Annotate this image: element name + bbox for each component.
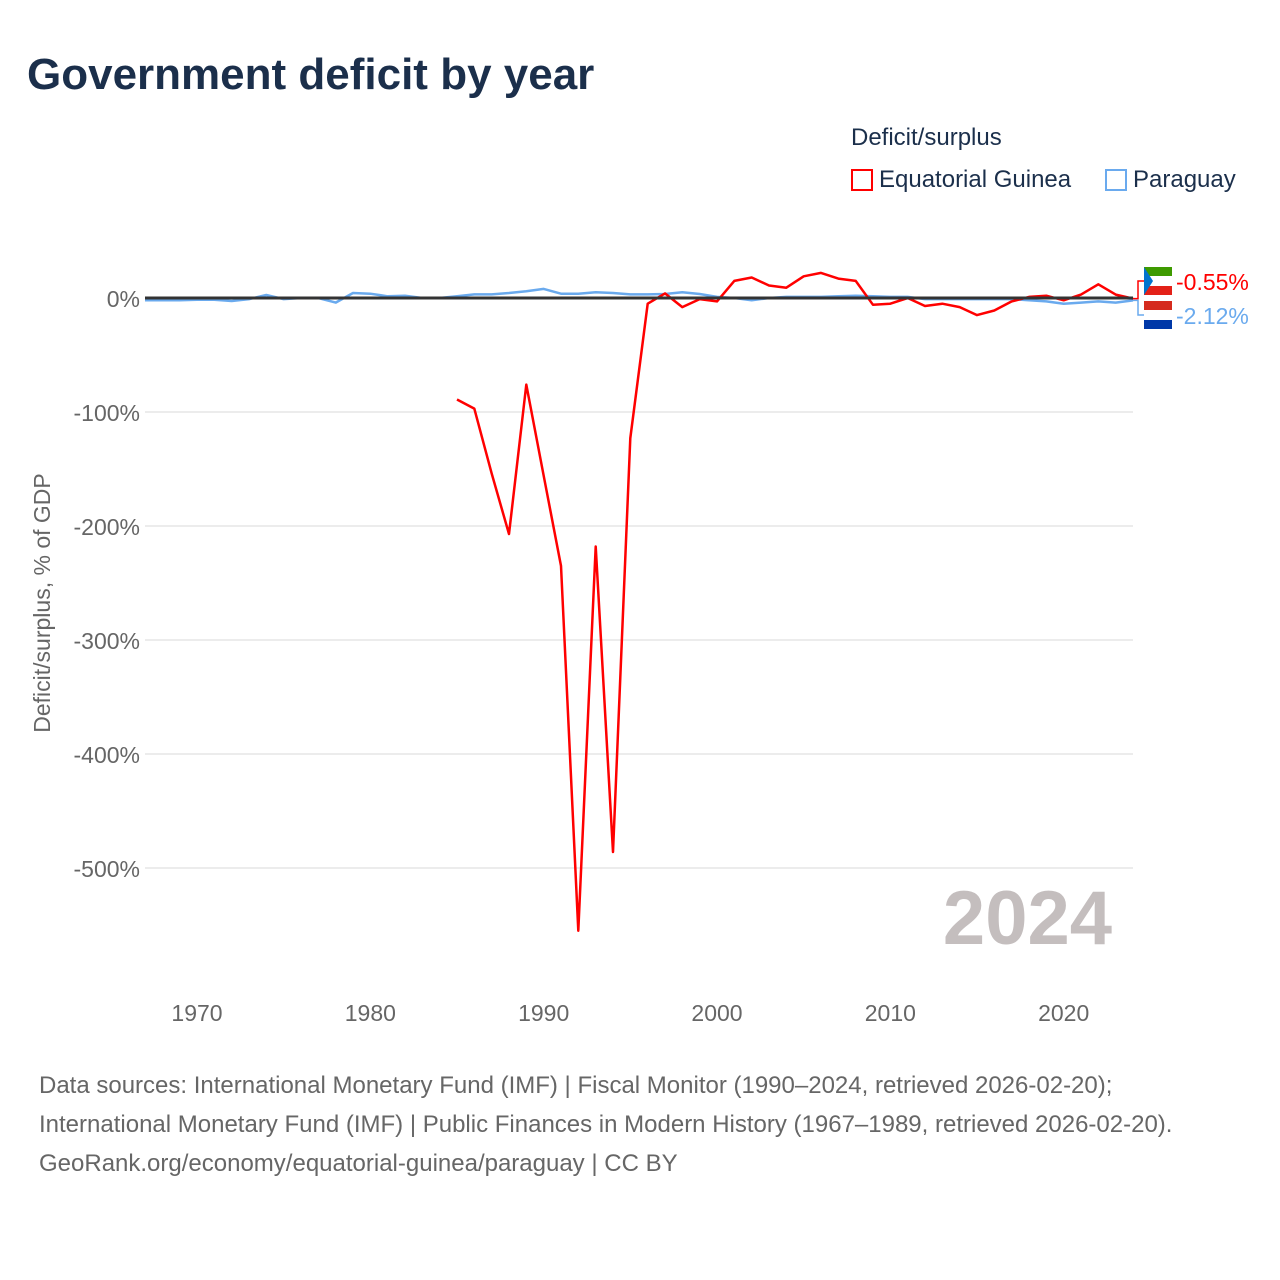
footer: Data sources: International Monetary Fun…: [39, 1066, 1239, 1183]
x-tick-label: 1970: [171, 1000, 222, 1026]
end-value-label: -0.55%: [1176, 269, 1249, 295]
y-tick-label: -400%: [74, 742, 140, 768]
y-tick-label: -500%: [74, 856, 140, 882]
label-connector: [1133, 299, 1144, 316]
legend-item-equatorial-guinea[interactable]: Equatorial Guinea: [851, 166, 1071, 194]
chart-title: Government deficit by year: [27, 50, 595, 99]
x-tick-label: 2000: [691, 1000, 742, 1026]
flag-stripe: [1144, 320, 1172, 329]
x-tick-label: 1990: [518, 1000, 569, 1026]
y-tick-label: 0%: [107, 286, 140, 312]
year-watermark: 2024: [943, 876, 1112, 961]
series-line-paraguay: [145, 287, 1134, 305]
y-axis-title: Deficit/surplus, % of GDP: [29, 473, 55, 732]
legend-swatch: [1105, 169, 1127, 191]
y-tick-label: -200%: [74, 514, 140, 540]
flag-stripe: [1144, 301, 1172, 310]
y-tick-label: -100%: [74, 400, 140, 426]
series-line-equatorial-guinea: [456, 271, 1134, 932]
flag-stripe: [1144, 276, 1172, 286]
legend-label: Paraguay: [1133, 166, 1236, 193]
legend-title: Deficit/surplus: [851, 124, 1002, 151]
legend-label: Equatorial Guinea: [879, 166, 1072, 193]
legend-item-paraguay[interactable]: Paraguay: [1105, 166, 1236, 194]
y-tick-label: -300%: [74, 628, 140, 654]
x-tick-label: 1980: [345, 1000, 396, 1026]
flag-triangle: [1144, 267, 1153, 295]
end-value-label: -2.12%: [1176, 303, 1249, 329]
legend-swatch: [851, 169, 873, 191]
credit-link[interactable]: GeoRank.org/economy/equatorial-guinea/pa…: [39, 1150, 678, 1177]
flag-stripe: [1144, 267, 1172, 276]
label-connector: [1133, 280, 1144, 300]
data-sources: Data sources: International Monetary Fun…: [39, 1072, 1173, 1138]
x-tick-label: 2010: [865, 1000, 916, 1026]
flag-stripe: [1144, 286, 1172, 295]
x-tick-label: 2020: [1038, 1000, 1089, 1026]
flag-stripe: [1144, 310, 1172, 320]
